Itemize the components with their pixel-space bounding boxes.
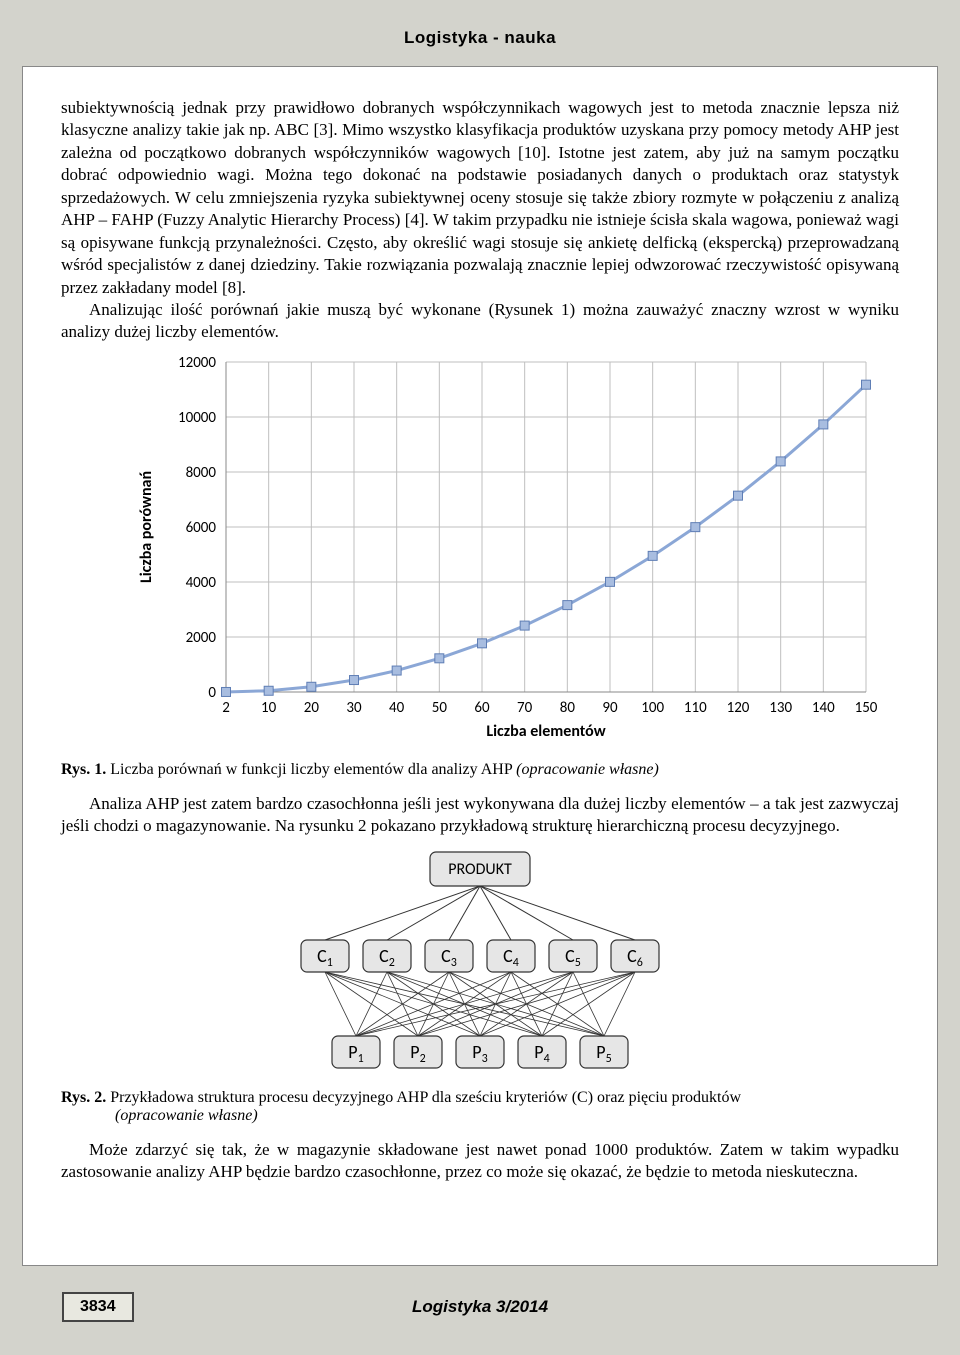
body-text-block-3: Może zdarzyć się tak, że w magazynie skł… xyxy=(61,1139,899,1184)
svg-text:Liczba porównań: Liczba porównań xyxy=(137,471,156,583)
page-footer: 3834 Logistyka 3/2014 xyxy=(0,1266,960,1348)
svg-text:0: 0 xyxy=(208,684,216,702)
body-text-block-1: subiektywnością jednak przy prawidłowo d… xyxy=(61,97,899,344)
svg-text:12000: 12000 xyxy=(178,354,216,372)
svg-text:70: 70 xyxy=(517,699,533,717)
svg-text:60: 60 xyxy=(474,699,490,717)
paragraph-1: subiektywnością jednak przy prawidłowo d… xyxy=(61,97,899,299)
svg-text:30: 30 xyxy=(346,699,362,717)
body-text-block-2: Analiza AHP jest zatem bardzo czasochłon… xyxy=(61,793,899,838)
caption-suffix: (opracowanie własne) xyxy=(516,761,659,778)
svg-text:2000: 2000 xyxy=(186,629,217,647)
page-frame: subiektywnością jednak przy prawidłowo d… xyxy=(22,66,938,1266)
svg-text:50: 50 xyxy=(432,699,448,717)
svg-text:40: 40 xyxy=(389,699,405,717)
svg-text:10000: 10000 xyxy=(178,409,216,427)
svg-text:130: 130 xyxy=(769,699,792,717)
svg-text:20: 20 xyxy=(304,699,320,717)
svg-text:80: 80 xyxy=(560,699,576,717)
svg-text:100: 100 xyxy=(641,699,664,717)
svg-text:90: 90 xyxy=(602,699,618,717)
chart-svg: 0 2000 4000 6000 8000 10000 12000 2 10 20 30 40 50 60… xyxy=(121,352,881,742)
svg-text:150: 150 xyxy=(855,699,878,717)
figure-2-caption: Rys. 2. Przykładowa struktura procesu de… xyxy=(61,1089,899,1125)
diagram-svg: PRODUKTC1C2C3C4C5C6P1P2P3P4P5 xyxy=(220,848,740,1078)
svg-text:8000: 8000 xyxy=(186,464,217,482)
svg-text:110: 110 xyxy=(684,699,707,717)
caption-prefix: Rys. 1. xyxy=(61,761,106,778)
diagram-figure-2: PRODUKTC1C2C3C4C5C6P1P2P3P4P5 xyxy=(220,848,740,1083)
caption2-text: Przykładowa struktura procesu decyzyjneg… xyxy=(106,1089,741,1106)
section-header: Logistyka - nauka xyxy=(0,0,960,66)
svg-text:10: 10 xyxy=(261,699,277,717)
paragraph-2: Analizując ilość porównań jakie muszą by… xyxy=(61,299,899,344)
figure-1-caption: Rys. 1. Liczba porównań w funkcji liczby… xyxy=(61,761,899,779)
svg-text:4000: 4000 xyxy=(186,574,217,592)
footer-journal: Logistyka 3/2014 xyxy=(412,1297,548,1317)
svg-text:2: 2 xyxy=(222,699,230,717)
svg-text:6000: 6000 xyxy=(186,519,217,537)
paragraph-3: Analiza AHP jest zatem bardzo czasochłon… xyxy=(61,793,899,838)
paragraph-4: Może zdarzyć się tak, że w magazynie skł… xyxy=(61,1139,899,1184)
chart-figure-1: 0 2000 4000 6000 8000 10000 12000 2 10 20 30 40 50 60… xyxy=(121,352,899,747)
svg-text:PRODUKT: PRODUKT xyxy=(448,860,512,879)
svg-text:120: 120 xyxy=(727,699,750,717)
caption-text: Liczba porównań w funkcji liczby element… xyxy=(106,761,516,778)
svg-text:140: 140 xyxy=(812,699,835,717)
caption2-suffix: (opracowanie własne) xyxy=(115,1107,899,1125)
caption2-prefix: Rys. 2. xyxy=(61,1089,106,1106)
page-number: 3834 xyxy=(62,1292,134,1322)
svg-text:Liczba elementów: Liczba elementów xyxy=(486,722,605,741)
